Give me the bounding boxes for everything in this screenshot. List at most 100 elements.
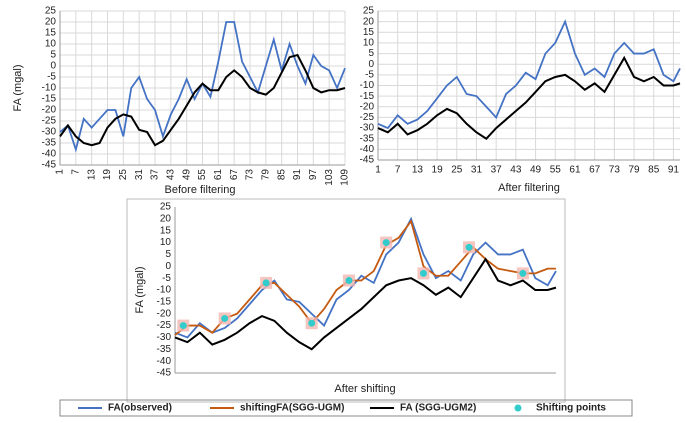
y-tick-label: -25 [42, 116, 57, 127]
y-tick-label: -15 [360, 91, 375, 102]
legend-label: FA(observed) [108, 403, 172, 414]
x-axis-label: Before filtering [165, 184, 236, 196]
x-tick-label: 55 [197, 169, 208, 181]
shifting-point [419, 269, 427, 277]
x-tick-label: 55 [550, 165, 562, 176]
y-tick-label: -25 [157, 320, 172, 331]
series-line [174, 219, 556, 336]
x-tick-label: 43 [510, 165, 522, 176]
legend-swatch [514, 404, 522, 412]
x-tick-label: 79 [260, 169, 271, 181]
x-tick-label: 61 [569, 165, 581, 176]
y-axis-label: FA (mgal) [12, 64, 24, 111]
y-tick-label: -30 [157, 332, 172, 343]
y-tick-label: 15 [160, 225, 172, 236]
y-tick-label: 0 [50, 61, 56, 72]
shifting-point [382, 239, 390, 247]
series-line [174, 216, 557, 339]
shifting-point [221, 314, 229, 322]
y-tick-label: -35 [42, 138, 57, 149]
x-tick-label: 67 [229, 169, 240, 181]
y-tick-label: -5 [365, 69, 374, 80]
y-tick-label: -5 [162, 273, 171, 284]
y-tick-label: 0 [368, 59, 374, 70]
y-tick-label: -20 [157, 308, 172, 319]
legend-label: Shifting points [536, 403, 606, 414]
legend-frame [59, 399, 633, 417]
y-tick-label: -40 [360, 144, 375, 155]
bottom-frame [126, 198, 566, 403]
x-tick-label: 91 [668, 165, 680, 176]
y-tick-label: 20 [45, 17, 57, 28]
y-tick-label: 25 [160, 202, 172, 213]
x-tick-label: 37 [491, 165, 503, 176]
y-tick-label: 20 [363, 16, 375, 27]
x-tick-label: 25 [118, 169, 129, 181]
x-tick-label: 61 [213, 169, 224, 181]
y-tick-label: -35 [360, 133, 375, 144]
x-tick-label: 13 [86, 169, 97, 181]
x-tick-label: 37 [150, 169, 161, 181]
y-tick-label: -10 [360, 80, 375, 91]
y-tick-label: 25 [45, 6, 57, 17]
x-tick-label: 85 [276, 169, 287, 181]
y-tick-label: -10 [157, 285, 172, 296]
x-tick-label: 25 [451, 165, 463, 176]
y-tick-label: 5 [165, 249, 171, 260]
x-tick-label: 49 [181, 169, 192, 181]
shifting-point [262, 279, 270, 287]
y-tick-label: -25 [360, 112, 375, 123]
shifting-point [308, 319, 316, 327]
y-tick-label: 15 [363, 27, 375, 38]
x-tick-label: 97 [308, 169, 319, 181]
legend-label: FA (SGG-UGM2) [400, 403, 476, 414]
x-tick-label: 73 [609, 165, 621, 176]
shifting-point [465, 243, 473, 251]
x-tick-label: 103 [324, 169, 335, 186]
x-axis-label: After shifting [334, 383, 395, 395]
y-tick-label: -10 [42, 83, 57, 94]
x-tick-label: 7 [70, 169, 81, 175]
shifting-point [345, 277, 353, 285]
y-tick-label: 20 [160, 213, 172, 224]
legend-label: shiftingFA(SGG-UGM) [240, 403, 344, 414]
y-tick-label: 10 [45, 39, 57, 50]
y-tick-label: 5 [368, 48, 374, 59]
y-tick-label: -45 [360, 155, 375, 166]
x-tick-label: 1 [375, 165, 381, 176]
y-tick-label: -40 [157, 356, 172, 367]
x-tick-label: 85 [648, 165, 660, 176]
x-tick-label: 49 [530, 165, 542, 176]
y-tick-label: 5 [50, 50, 56, 61]
y-tick-label: 0 [165, 261, 171, 272]
y-tick-label: -30 [360, 123, 375, 134]
y-tick-label: -45 [157, 368, 172, 379]
y-tick-label: -20 [42, 105, 57, 116]
x-tick-label: 43 [165, 169, 176, 181]
series-line [377, 19, 681, 130]
x-tick-label: 79 [628, 165, 640, 176]
shifting-point [519, 269, 527, 277]
y-tick-label: -30 [42, 127, 57, 138]
x-tick-label: 13 [412, 165, 424, 176]
y-tick-label: -40 [42, 149, 57, 160]
x-tick-label: 31 [134, 169, 145, 181]
x-tick-label: 67 [589, 165, 601, 176]
y-tick-label: 25 [363, 6, 375, 17]
x-tick-label: 7 [395, 165, 401, 176]
y-tick-label: -35 [157, 344, 172, 355]
y-tick-label: -5 [47, 72, 56, 83]
x-tick-label: 19 [432, 165, 444, 176]
x-tick-label: 91 [292, 169, 303, 181]
series-line [59, 53, 346, 147]
y-tick-label: 10 [363, 38, 375, 49]
x-tick-label: 31 [471, 165, 483, 176]
y-axis-label: FA (mgal) [134, 266, 146, 313]
x-tick-label: 19 [102, 169, 113, 181]
series-line [377, 55, 681, 141]
x-axis-label: After filtering [498, 182, 560, 194]
y-tick-label: -45 [42, 160, 57, 171]
y-tick-label: 15 [45, 28, 57, 39]
series-line [174, 257, 557, 351]
x-tick-label: 73 [245, 169, 256, 181]
